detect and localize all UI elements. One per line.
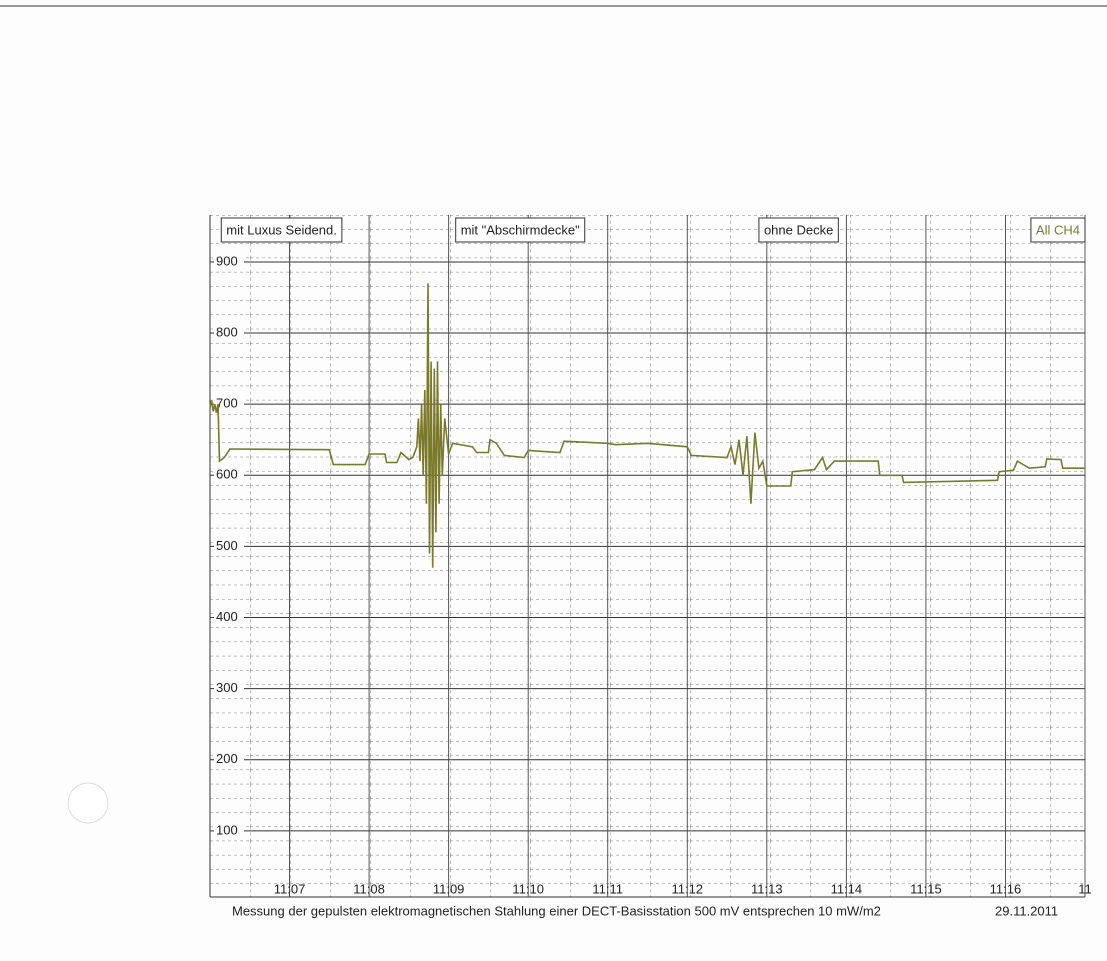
y-tick-label: 500 xyxy=(216,538,238,553)
legend-box xyxy=(1030,217,1086,243)
y-tick-label: 400 xyxy=(216,609,238,624)
tick-label-bg xyxy=(214,680,244,696)
tick-label-bg xyxy=(214,253,244,269)
tick-label-bg xyxy=(214,396,244,412)
line-series xyxy=(209,283,1085,568)
tick-label-bg xyxy=(214,751,244,767)
x-tick-label: 11:12 xyxy=(671,881,703,896)
x-tick-label: 11 xyxy=(1078,881,1092,896)
x-tick-label: 11:16 xyxy=(990,881,1022,896)
y-tick-label: 100 xyxy=(216,822,238,837)
y-tick-label: 900 xyxy=(216,253,238,268)
annotation: ohne Decke xyxy=(764,222,833,237)
x-tick-label: 11:14 xyxy=(831,881,863,896)
x-tick-label: 11:08 xyxy=(353,881,385,896)
annotation: mit "Abschirmdecke" xyxy=(461,222,580,237)
tick-label-bg xyxy=(214,467,244,483)
annotation: mit Luxus Seidend. xyxy=(226,222,337,237)
caption: Messung der gepulsten elektromagnetische… xyxy=(232,903,881,918)
x-tick-label: 11:13 xyxy=(751,881,783,896)
y-tick-label: 700 xyxy=(216,396,238,411)
y-tick-label: 200 xyxy=(216,751,238,766)
tick-label-bg xyxy=(214,325,244,341)
punch-hole xyxy=(67,782,109,824)
tick-label-bg xyxy=(214,822,244,838)
x-tick-label: 11:10 xyxy=(512,881,544,896)
x-tick-label: 11:11 xyxy=(592,881,623,896)
legend-entry: All CH4 xyxy=(1036,222,1080,237)
annotation-box xyxy=(758,217,839,243)
annotation-box xyxy=(455,217,586,243)
x-tick-label: 11:09 xyxy=(433,881,465,896)
y-tick-label: 300 xyxy=(216,680,238,695)
y-tick-label: 600 xyxy=(216,467,238,482)
tick-label-bg xyxy=(214,609,244,625)
y-tick-label: 800 xyxy=(216,324,238,339)
x-tick-label: 11:15 xyxy=(910,881,942,896)
date: 29.11.2011 xyxy=(995,903,1058,918)
minor-grid xyxy=(210,215,1085,897)
tick-label-bg xyxy=(214,538,244,554)
x-tick-label: 11:07 xyxy=(274,881,306,896)
annotation-box xyxy=(220,217,343,243)
